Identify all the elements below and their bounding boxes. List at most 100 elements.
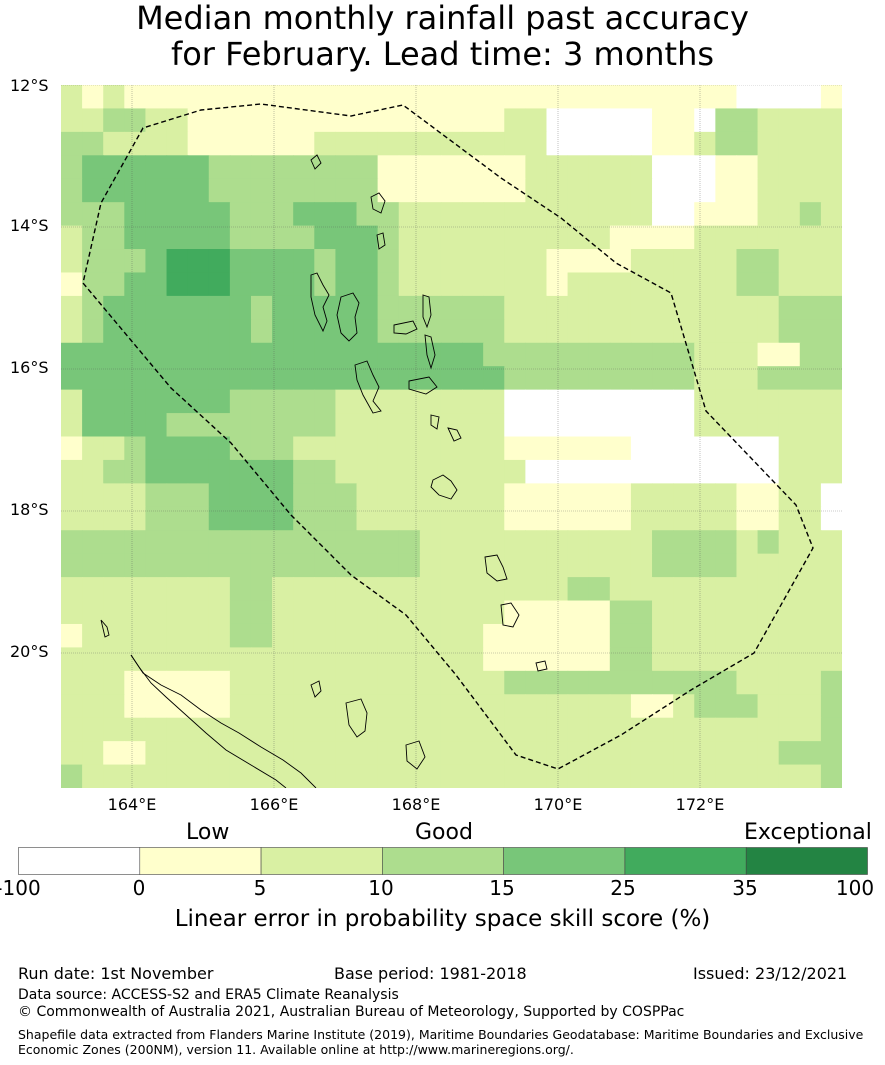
skill-cell xyxy=(504,600,526,625)
skill-cell xyxy=(440,764,463,788)
skill-cell xyxy=(82,741,104,766)
skill-cell xyxy=(250,600,273,625)
skill-cell xyxy=(525,295,548,320)
skill-cell xyxy=(293,623,315,648)
skill-cell xyxy=(799,342,822,367)
skill-cell xyxy=(673,553,695,578)
skill-cell xyxy=(166,623,189,648)
skill-cell xyxy=(440,342,463,367)
skill-map xyxy=(61,85,842,788)
skill-cell xyxy=(778,131,801,156)
skill-cell xyxy=(630,342,653,367)
skill-cell xyxy=(293,741,315,766)
skill-cell xyxy=(820,647,842,672)
skill-cell xyxy=(187,553,210,578)
skill-cell xyxy=(630,553,653,578)
skill-cell xyxy=(166,85,189,110)
skill-cell xyxy=(208,366,231,391)
skill-cell xyxy=(419,741,442,766)
skill-cell xyxy=(778,506,801,531)
skill-cell xyxy=(250,85,273,110)
skill-cell xyxy=(546,483,569,508)
skill-cell xyxy=(799,741,822,766)
skill-cell xyxy=(187,647,210,672)
skill-cell xyxy=(483,413,505,438)
skill-cell xyxy=(504,225,526,250)
skill-cell xyxy=(609,436,632,461)
skill-cell xyxy=(673,155,695,180)
skill-cell xyxy=(820,225,842,250)
skill-cell xyxy=(567,741,590,766)
skill-cell xyxy=(377,694,400,719)
skill-cell xyxy=(652,670,674,695)
skill-cell xyxy=(61,436,83,461)
skill-cell xyxy=(293,717,315,742)
skill-cell xyxy=(124,459,147,484)
skill-cell xyxy=(166,155,189,180)
skill-cell xyxy=(715,530,738,555)
skill-cell xyxy=(208,694,231,719)
skill-cell xyxy=(208,272,231,297)
skill-cell xyxy=(673,295,695,320)
skill-cell xyxy=(483,366,505,391)
skill-cell xyxy=(462,694,484,719)
skill-cell xyxy=(546,670,569,695)
skill-cell xyxy=(588,483,611,508)
skill-cell xyxy=(103,342,125,367)
skill-cell xyxy=(419,717,442,742)
skill-cell xyxy=(820,295,842,320)
skill-cell xyxy=(377,670,400,695)
skill-cell xyxy=(609,600,632,625)
skill-cell xyxy=(799,623,822,648)
skill-cell xyxy=(419,342,442,367)
skill-cell xyxy=(314,272,337,297)
skill-cell xyxy=(377,319,400,344)
skill-cell xyxy=(673,623,695,648)
skill-cell xyxy=(462,623,484,648)
skill-cell xyxy=(630,272,653,297)
skill-cell xyxy=(61,600,83,625)
skill-cell xyxy=(356,741,379,766)
skill-cell xyxy=(356,623,379,648)
skill-cell xyxy=(525,553,548,578)
skill-cell xyxy=(250,249,273,274)
skill-cell xyxy=(335,272,358,297)
skill-cell xyxy=(462,225,484,250)
skill-cell xyxy=(229,389,252,414)
skill-cell xyxy=(314,202,337,227)
skill-cell xyxy=(293,436,315,461)
skill-cell xyxy=(567,553,590,578)
skill-cell xyxy=(567,295,590,320)
skill-cell xyxy=(778,483,801,508)
skill-cell xyxy=(61,155,83,180)
skill-cell xyxy=(166,553,189,578)
skill-cell xyxy=(799,249,822,274)
skill-cell xyxy=(419,366,442,391)
skill-cell xyxy=(609,155,632,180)
skill-cell xyxy=(483,459,505,484)
skill-cell xyxy=(272,600,294,625)
skill-cell xyxy=(609,553,632,578)
skill-cell xyxy=(335,647,358,672)
skill-cell xyxy=(356,553,379,578)
skill-cell xyxy=(398,178,421,203)
chart-title-line2: for February. Lead time: 3 months xyxy=(170,35,715,73)
skill-cell xyxy=(715,506,738,531)
skill-cell xyxy=(440,506,463,531)
skill-cell xyxy=(567,506,590,531)
skill-cell xyxy=(377,342,400,367)
skill-cell xyxy=(736,178,759,203)
skill-cell xyxy=(61,225,83,250)
skill-cell xyxy=(82,202,104,227)
skill-cell xyxy=(398,764,421,788)
skill-cell xyxy=(715,670,738,695)
skill-cell xyxy=(61,647,83,672)
skill-cell xyxy=(272,647,294,672)
skill-cell xyxy=(356,413,379,438)
skill-cell xyxy=(483,178,505,203)
skill-cell xyxy=(525,530,548,555)
skill-cell xyxy=(546,131,569,156)
skill-cell xyxy=(356,155,379,180)
skill-cell xyxy=(398,647,421,672)
skill-cell xyxy=(504,178,526,203)
